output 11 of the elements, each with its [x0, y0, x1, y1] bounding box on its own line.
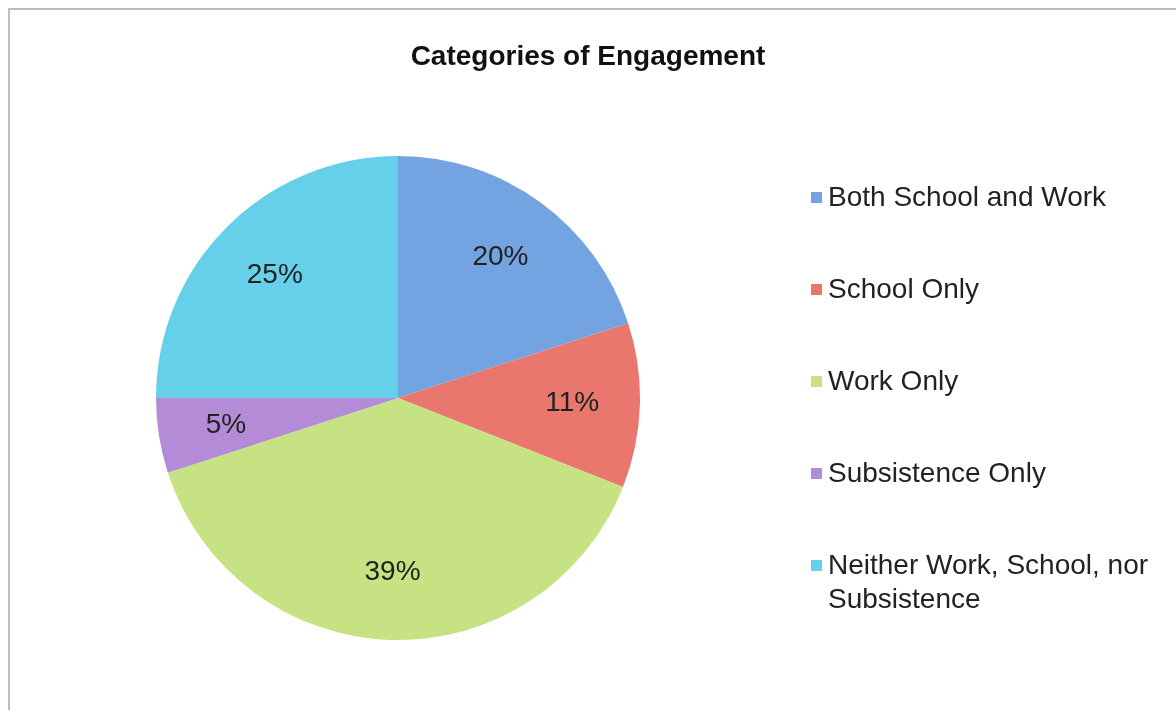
legend-label: Subsistence Only	[828, 457, 1046, 488]
data-label: 20%	[472, 239, 529, 271]
data-label: 11%	[545, 386, 600, 418]
chart-title: Categories of Engagement	[409, 40, 767, 72]
data-label: 5%	[205, 407, 247, 439]
legend-label: Work Only	[828, 365, 959, 396]
data-label: 25%	[246, 257, 303, 289]
legend-label: School Only	[828, 273, 979, 304]
legend-label: Both School and Work	[828, 181, 1107, 212]
data-label: 39%	[364, 554, 421, 586]
legend-label: Neither Work, School, nor Subsistence	[828, 549, 1149, 614]
